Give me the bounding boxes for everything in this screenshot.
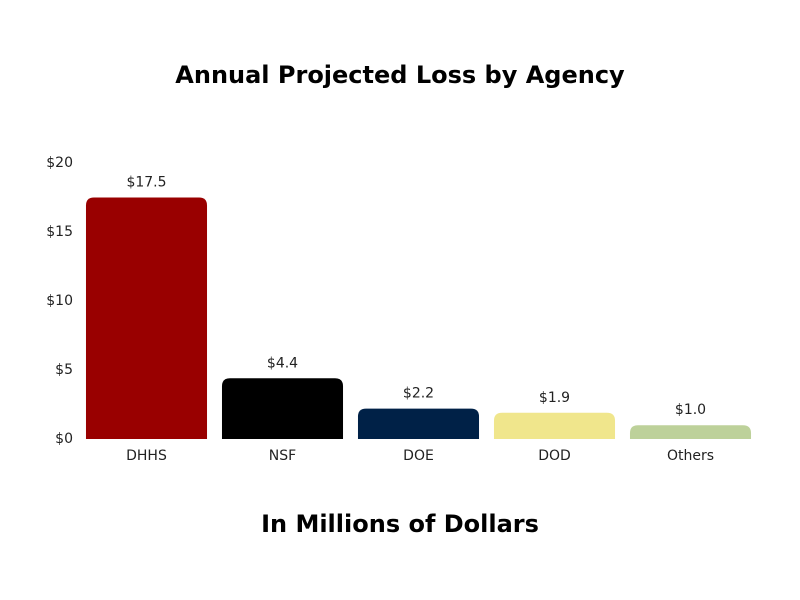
x-tick-label: Others bbox=[667, 448, 714, 464]
x-tick-label: DOE bbox=[403, 448, 434, 464]
y-tick-label: $10 bbox=[46, 293, 73, 309]
bar bbox=[629, 425, 752, 439]
x-tick-label: DHHS bbox=[126, 448, 167, 464]
value-label: $2.2 bbox=[403, 386, 434, 402]
bar bbox=[85, 197, 208, 439]
x-tick-label: DOD bbox=[538, 448, 571, 464]
chart-title: Annual Projected Loss by Agency bbox=[175, 61, 625, 89]
value-label: $4.4 bbox=[267, 355, 298, 371]
y-tick-label: $15 bbox=[46, 224, 73, 240]
value-label: $1.0 bbox=[675, 402, 706, 418]
value-label: $17.5 bbox=[126, 175, 166, 191]
x-tick-label: NSF bbox=[269, 448, 296, 464]
bar bbox=[357, 408, 480, 439]
bar bbox=[221, 378, 344, 439]
y-tick-label: $20 bbox=[46, 155, 73, 171]
y-tick-label: $0 bbox=[55, 431, 73, 447]
value-label: $1.9 bbox=[539, 390, 570, 406]
x-axis-title: In Millions of Dollars bbox=[261, 510, 539, 538]
y-tick-label: $5 bbox=[55, 362, 73, 378]
bar bbox=[493, 412, 616, 439]
